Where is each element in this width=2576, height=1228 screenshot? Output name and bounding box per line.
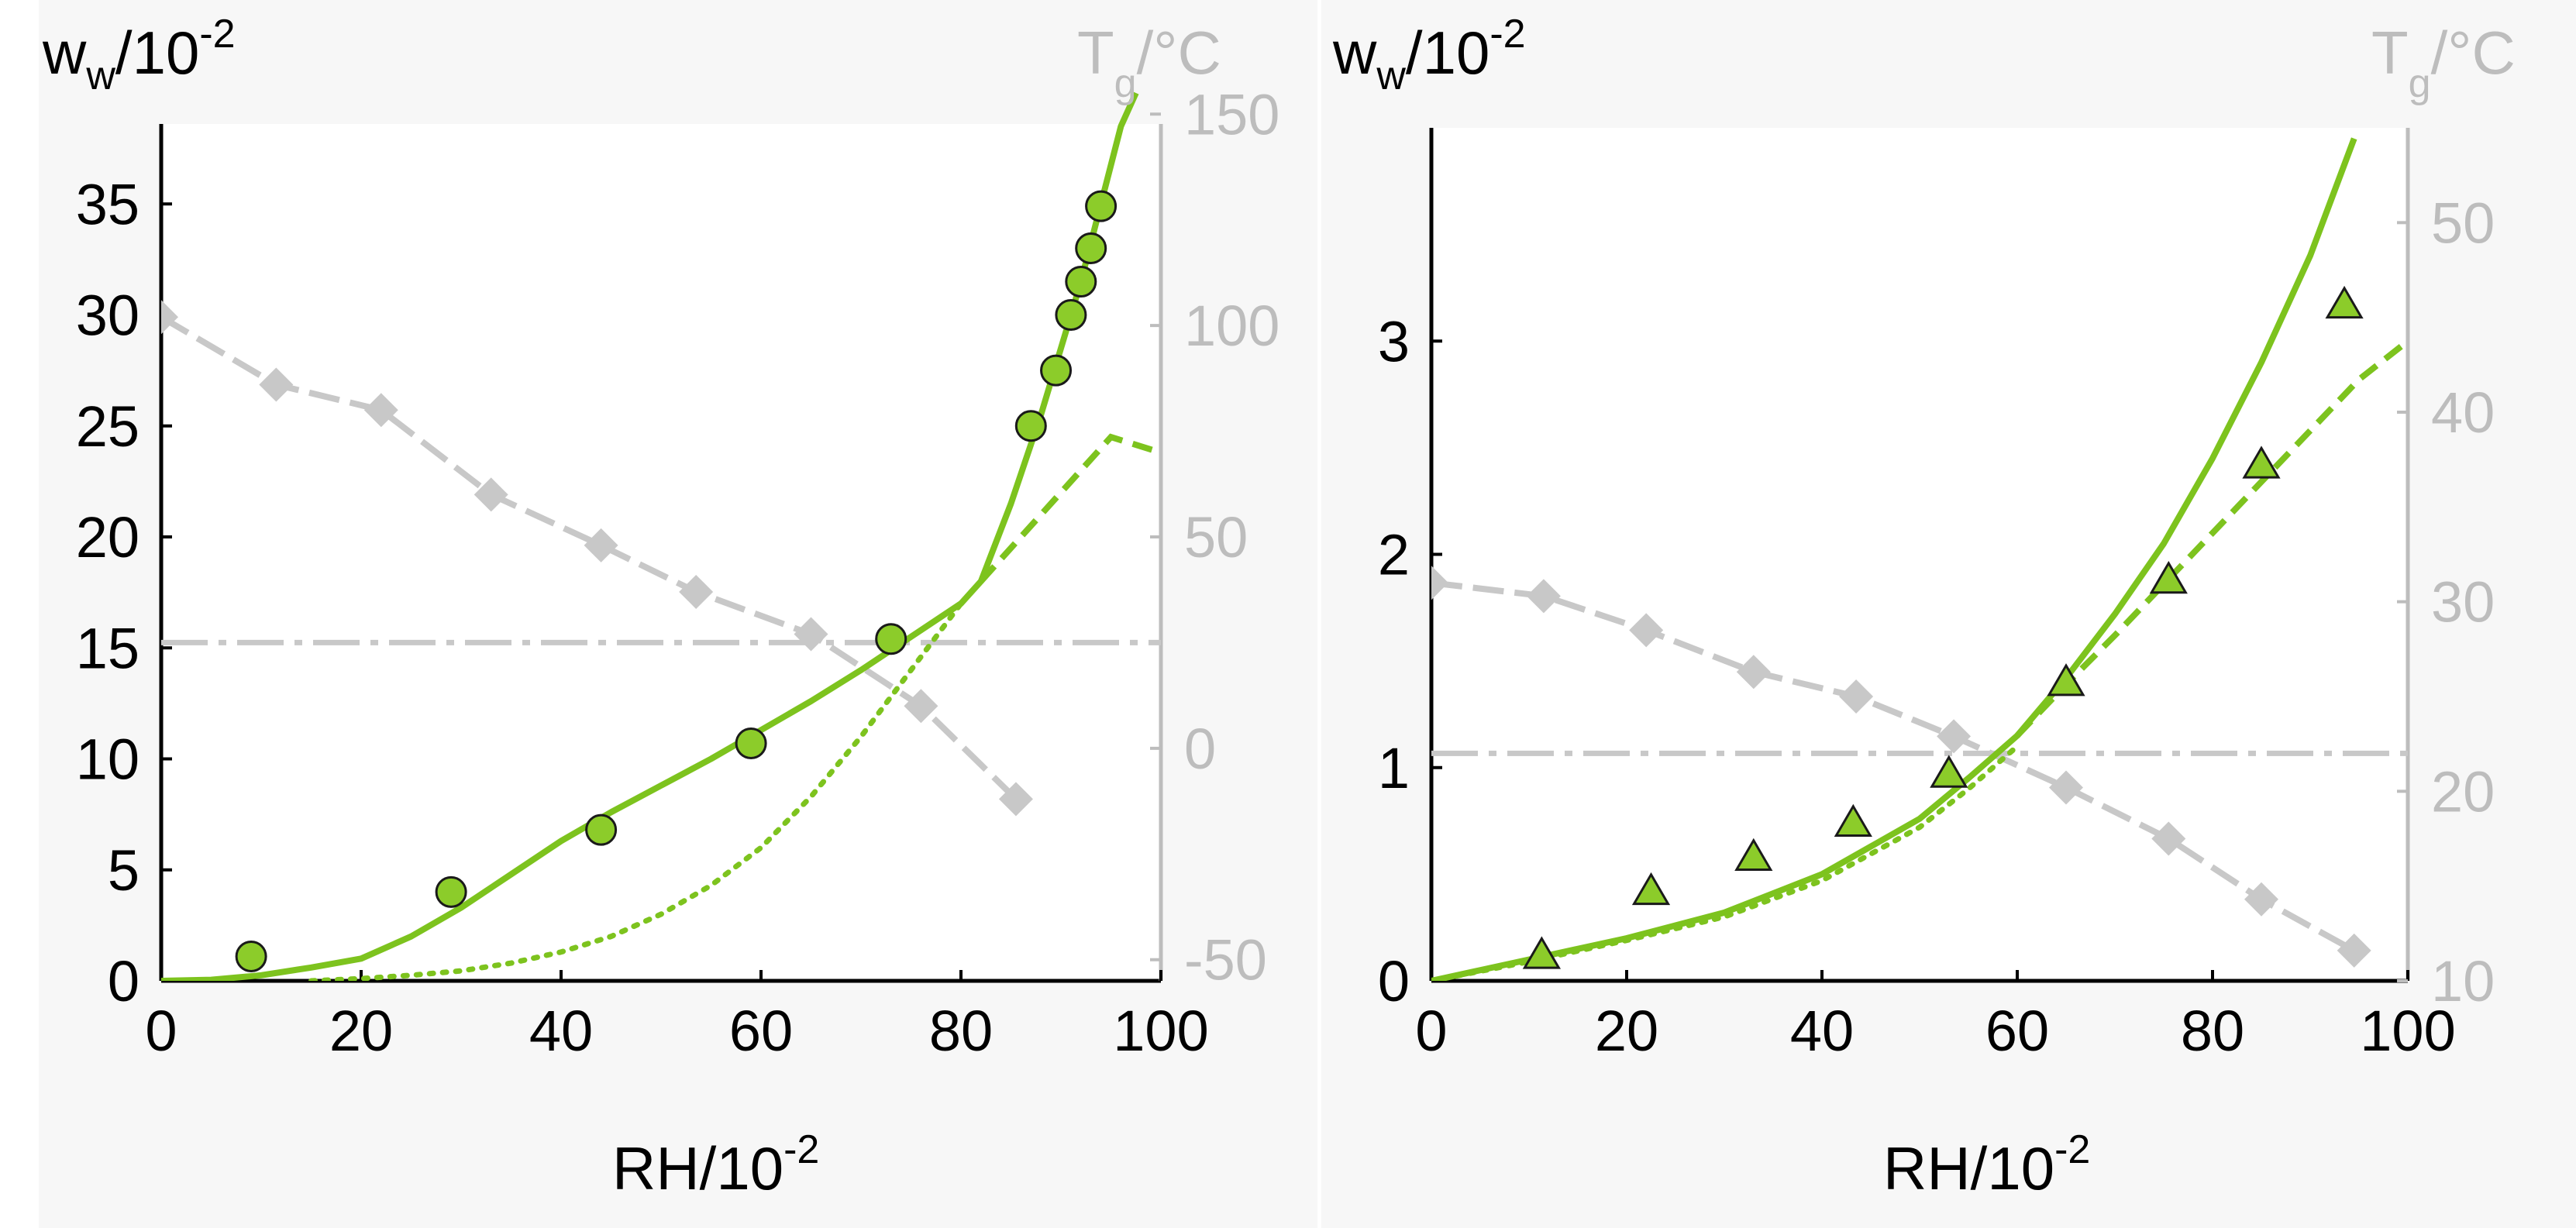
right-ww-triangle-point [2149, 560, 2188, 594]
right-right-ytick-label: 40 [2431, 380, 2495, 445]
right-ww-triangle-point [2325, 285, 2364, 319]
right-right-ytick-label: 50 [2431, 191, 2495, 255]
left-ytick-label: 35 [76, 172, 139, 236]
left-tg-diamond-point [584, 528, 618, 562]
left-ww-circle-point [735, 727, 767, 759]
left-t-g-line [161, 314, 1018, 802]
left-ytick-label: 20 [76, 505, 139, 569]
left-right-ytick-label: 50 [1184, 505, 1248, 569]
right-right-ylabel: Tg/°C [2371, 19, 2516, 106]
left-ww-circle-point [1055, 299, 1087, 331]
left-ww-circle-point [235, 940, 267, 972]
right-tg-diamond-point [1526, 579, 1561, 614]
right-series-clip-group [1431, 137, 2408, 981]
left-xtick-label: 0 [145, 999, 177, 1063]
right-tg-diamond-point [2151, 821, 2186, 856]
right-xtick-label: 80 [2181, 999, 2244, 1063]
left-w-w-model-dotted-line [308, 578, 984, 981]
right-tg-diamond-point [2049, 770, 2083, 805]
left-ww-circle-point [1040, 354, 1073, 387]
left-tg-diamond-point [679, 574, 714, 609]
right-ytick-label: 0 [1378, 949, 1410, 1013]
right-tg-diamond-point [2244, 882, 2278, 917]
left-xlabel: RH/10-2 [612, 1127, 819, 1202]
left-right-ytick-label: -50 [1184, 928, 1267, 992]
right-tg-diamond-point [1431, 566, 1448, 600]
left-ww-circle-point [1085, 190, 1118, 222]
right-xtick-label: 100 [2360, 999, 2455, 1063]
left-tg-diamond-point [161, 300, 178, 335]
right-tg-diamond-point [1839, 679, 1874, 714]
left-ytick-label: 5 [108, 838, 139, 903]
left-right-ytick-label: 0 [1184, 717, 1216, 781]
left-xtick-label: 80 [929, 999, 993, 1063]
left-ylabel: ww/10-2 [42, 12, 236, 98]
left-w-w-model-total-line [161, 91, 1139, 981]
right-ytick-label: 2 [1378, 523, 1410, 587]
right-ytick-label: 3 [1378, 309, 1410, 373]
left-xtick-label: 40 [529, 999, 593, 1063]
right-right-ytick-label: 10 [2431, 949, 2495, 1013]
right-panel: 0 20 40 60 80 100 0 1 2 3 10 20 30 40 50 ww/10-2 Tg/°C… [1321, 0, 2576, 1228]
right-ytick-label: 1 [1378, 736, 1410, 800]
right-plot-area [1431, 128, 2408, 981]
left-ytick-label: 25 [76, 394, 139, 459]
left-tg-diamond-point [363, 393, 398, 428]
right-ww-triangle-point [1631, 872, 1671, 906]
right-right-ytick-label: 20 [2431, 759, 2495, 824]
right-ww-triangle-point [1930, 755, 1968, 788]
left-ww-circle-point [585, 814, 618, 846]
left-right-ytick-label: 150 [1184, 82, 1279, 146]
right-xlabel: RH/10-2 [1883, 1127, 2090, 1202]
left-tg-diamond-point [259, 367, 294, 402]
left-ytick-label: 10 [76, 728, 139, 792]
left-series [161, 91, 1161, 981]
left-tg-diamond-point [904, 689, 938, 724]
right-xtick-label: 40 [1790, 999, 1854, 1063]
left-right-ylabel: Tg/°C [1077, 19, 1221, 106]
right-ww-triangle-point [1522, 936, 1561, 969]
right-right-ytick-label: 30 [2431, 570, 2495, 635]
left-ww-circle-point [435, 875, 467, 908]
right-tg-diamond-point [1629, 613, 1664, 648]
right-t-g-line [1431, 580, 2356, 954]
right-w-w-model-solid-line [1431, 137, 2357, 981]
right-ylabel: ww/10-2 [1332, 12, 1526, 98]
left-tg-diamond-point [998, 782, 1033, 817]
left-xtick-label: 20 [329, 999, 393, 1063]
left-ytick-label: 30 [76, 284, 139, 348]
right-ww-triangle-point [2242, 445, 2281, 479]
right-tg-diamond-point [2337, 933, 2371, 968]
left-panel: 0 20 40 60 80 100 0 5 10 15 20 25 30 35 -50 0 50 100 150 w… [39, 0, 1317, 1228]
right-ww-triangle-point [1734, 838, 1773, 872]
left-xtick-label: 100 [1113, 999, 1208, 1063]
left-ticks: 0 20 40 60 80 100 0 5 10 15 20 25 30 35 -50 0 50 100 150 [76, 82, 1280, 1063]
left-ww-circle-point [1065, 266, 1097, 298]
right-ticks: 0 20 40 60 80 100 0 1 2 3 10 20 30 40 50 [1378, 191, 2495, 1063]
right-xtick-label: 20 [1595, 999, 1658, 1063]
left-ww-circle-point [1075, 232, 1107, 265]
right-ww-triangle-point [2047, 663, 2085, 697]
right-tg-diamond-point [1736, 655, 1771, 690]
right-xtick-label: 60 [1985, 999, 2049, 1063]
left-ww-circle-point [875, 623, 907, 655]
left-tg-diamond-point [794, 617, 828, 652]
right-w-w-model-dashed-line [2015, 339, 2408, 738]
left-ytick-label: 0 [108, 949, 139, 1013]
right-xtick-label: 0 [1415, 999, 1447, 1063]
left-right-ytick-label: 100 [1184, 294, 1279, 358]
left-xtick-label: 60 [729, 999, 793, 1063]
left-tg-diamond-point [474, 477, 508, 512]
left-ww-circle-point [1014, 410, 1047, 442]
left-ytick-label: 15 [76, 616, 139, 680]
right-ww-triangle-point [1834, 803, 1872, 838]
left-series-clip-group [161, 91, 1161, 981]
right-tg-diamond-point [1937, 719, 1972, 754]
right-series [1431, 137, 2408, 981]
